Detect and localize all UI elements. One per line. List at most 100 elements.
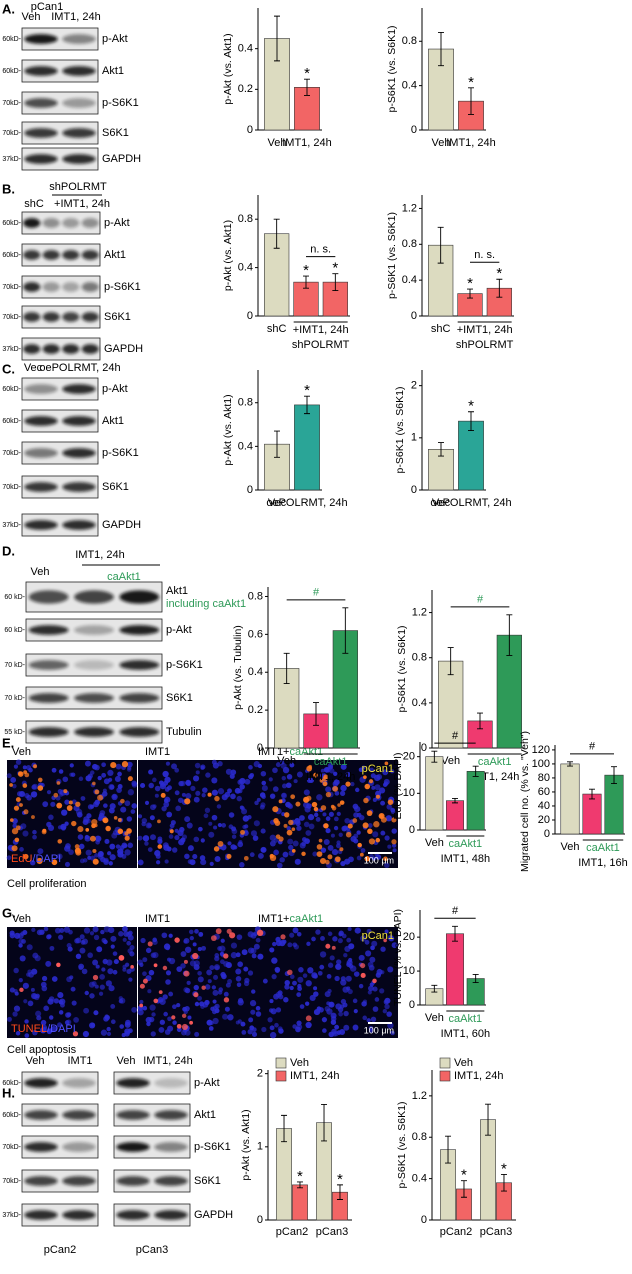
size-marker: 37kD-	[2, 156, 21, 163]
stained-nucleus	[92, 974, 99, 981]
nucleus	[14, 932, 21, 939]
nucleus	[31, 927, 36, 933]
nucleus	[289, 974, 295, 980]
legend-swatch	[275, 1070, 287, 1082]
band	[116, 1142, 150, 1152]
nucleus	[336, 811, 341, 817]
nucleus	[112, 951, 118, 956]
blot-row-label: Akt1	[194, 1109, 216, 1121]
stained-nucleus	[313, 806, 319, 812]
y-tick-label: 1	[257, 1141, 263, 1153]
size-marker: 70 kD-	[4, 662, 25, 669]
size-marker: 60kD-	[2, 1080, 21, 1087]
nucleus	[124, 800, 131, 807]
nucleus	[66, 1012, 72, 1017]
nucleus	[108, 861, 113, 866]
nucleus	[194, 929, 199, 934]
x-tick-label: Veh	[441, 755, 460, 767]
nucleus	[390, 769, 395, 774]
nucleus	[236, 795, 242, 802]
nucleus	[281, 775, 286, 781]
stained-nucleus	[339, 800, 345, 805]
nucleus	[162, 842, 169, 849]
nucleus	[94, 984, 99, 989]
nucleus	[372, 1006, 379, 1012]
nucleus	[157, 838, 163, 845]
band	[23, 312, 41, 322]
nucleus	[385, 815, 392, 822]
nucleus	[247, 1029, 253, 1035]
stained-nucleus	[94, 789, 100, 795]
nucleus	[139, 999, 144, 1004]
size-marker: 70kD-	[2, 284, 21, 291]
band	[62, 384, 96, 394]
nucleus	[101, 762, 106, 768]
nucleus	[330, 1016, 337, 1022]
stained-nucleus	[92, 781, 96, 786]
nucleus	[30, 992, 38, 999]
band	[154, 1110, 188, 1120]
stained-nucleus	[14, 837, 20, 843]
error-bar	[496, 278, 503, 298]
stained-nucleus	[272, 806, 279, 813]
nucleus	[181, 792, 186, 797]
nucleus	[296, 1020, 302, 1026]
y-tick-label: 0.4	[238, 440, 253, 452]
nucleus	[252, 835, 259, 841]
nucleus	[98, 991, 104, 996]
nucleus	[194, 762, 201, 769]
nucleus	[216, 804, 222, 809]
nucleus	[288, 844, 294, 851]
nucleus	[100, 856, 106, 863]
x-tick-label: caAkt1	[314, 756, 348, 768]
nucleus	[209, 861, 214, 866]
nucleus	[227, 841, 232, 846]
nucleus	[13, 967, 19, 974]
x-tick-label: Veh	[277, 755, 296, 767]
nucleus	[222, 1013, 229, 1020]
nucleus	[220, 971, 226, 978]
nucleus	[364, 939, 370, 945]
nucleus	[174, 767, 180, 773]
bracket-label: n. s.	[310, 244, 331, 256]
blot-header: oePOLRMT, 24h	[39, 362, 120, 374]
nucleus	[95, 839, 100, 845]
nucleus	[253, 943, 260, 950]
nucleus	[142, 1005, 148, 1011]
nucleus	[117, 848, 124, 855]
blot-row-label: p-S6K1	[104, 281, 141, 293]
nucleus	[93, 1010, 99, 1016]
nucleus	[209, 965, 215, 971]
nucleus	[384, 862, 390, 869]
size-marker: 60kD-	[2, 252, 21, 259]
nucleus	[299, 842, 306, 849]
nucleus	[152, 804, 157, 809]
x-tick-label: caAkt1	[478, 756, 512, 768]
stained-nucleus	[31, 815, 35, 819]
blot-strip	[21, 1203, 99, 1227]
blot-header: caAkt1	[107, 571, 141, 583]
y-tick-label: 60	[538, 786, 550, 798]
nucleus	[269, 793, 276, 799]
stained-nucleus	[56, 802, 63, 809]
cells	[6, 759, 138, 867]
nucleus	[159, 998, 166, 1005]
stained-nucleus	[363, 775, 367, 780]
nucleus	[148, 769, 154, 775]
band	[24, 520, 58, 530]
nucleus	[315, 929, 321, 935]
nucleus	[171, 763, 178, 770]
y-axis-label: p-S6K1 (vs. S6K1)	[396, 1102, 408, 1189]
nucleus	[127, 789, 135, 796]
stained-nucleus	[36, 857, 43, 865]
nucleus	[251, 989, 256, 994]
nucleus	[219, 951, 225, 957]
band	[28, 660, 69, 670]
stained-nucleus	[139, 983, 145, 989]
nucleus	[118, 931, 124, 937]
nucleus	[390, 807, 396, 813]
nucleus	[352, 1024, 359, 1031]
nucleus	[64, 861, 71, 867]
micrograph-label: IMT1	[145, 746, 170, 758]
nucleus	[354, 927, 361, 934]
